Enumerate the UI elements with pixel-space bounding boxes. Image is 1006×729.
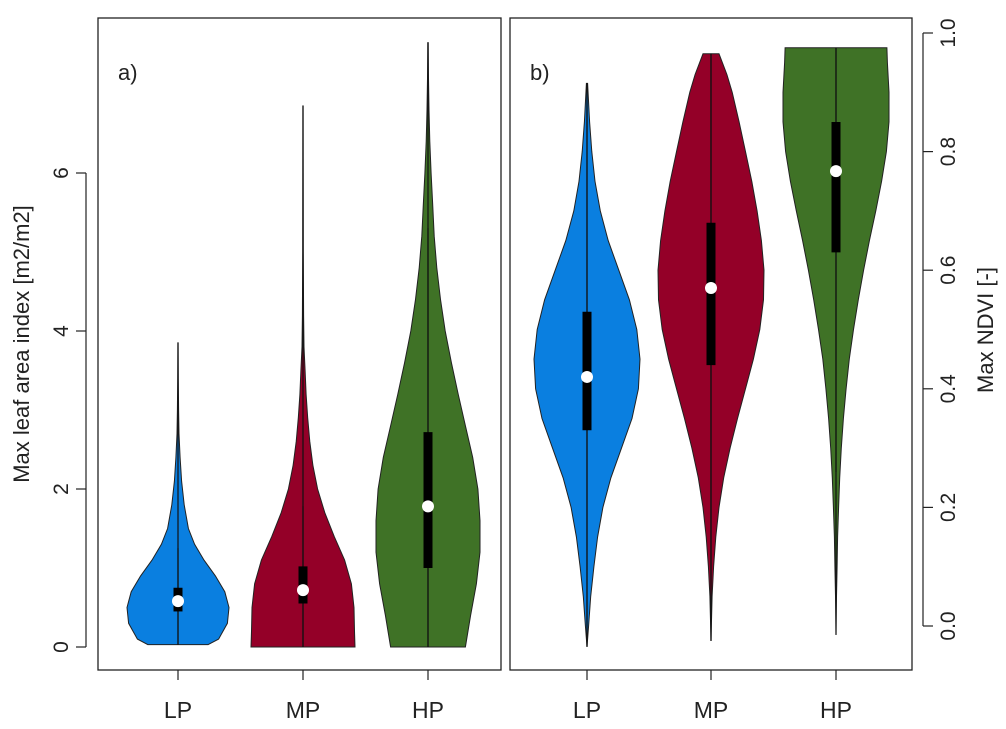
panel-b-ndvi: 0.0 0.2 0.4 0.6 0.8 1.0 LP MP HP b) Max NDVI [-… bbox=[509, 17, 998, 723]
median-dot-a-lp bbox=[172, 595, 184, 608]
median-dot-b-hp bbox=[830, 165, 842, 178]
panel-a-tag: a) bbox=[118, 60, 138, 85]
median-dot-b-mp bbox=[705, 281, 717, 294]
panel-b-y-axis-title: Max NDVI [-] bbox=[973, 267, 998, 393]
panel-b-violins bbox=[533, 47, 890, 647]
y-tick-label-a-1: 2 bbox=[50, 483, 73, 495]
y-tick-label-a-2: 4 bbox=[50, 325, 73, 337]
panel-a-y-axis-title: Max leaf area index [m2/m2] bbox=[9, 205, 34, 483]
y-tick-label-b-0: 0.0 bbox=[937, 611, 960, 640]
median-dot-a-mp bbox=[297, 584, 309, 597]
x-tick-label-a-mp: MP bbox=[286, 697, 321, 723]
panel-b-y-ticks: 0.0 0.2 0.4 0.6 0.8 1.0 bbox=[923, 18, 960, 641]
panel-a-frame bbox=[97, 17, 502, 671]
panel-a-x-labels: LP MP HP bbox=[164, 670, 444, 723]
x-tick-label-b-hp: HP bbox=[820, 697, 852, 723]
y-tick-label-a-3: 6 bbox=[50, 167, 73, 179]
y-tick-label-b-2: 0.4 bbox=[937, 374, 960, 404]
y-tick-label-b-3: 0.6 bbox=[937, 256, 960, 285]
median-dot-a-hp bbox=[422, 500, 434, 513]
y-tick-label-a-0: 0 bbox=[50, 641, 73, 653]
x-tick-label-b-lp: LP bbox=[573, 697, 601, 723]
median-dot-b-lp bbox=[581, 370, 593, 383]
panel-a-violins bbox=[126, 42, 481, 648]
y-tick-label-b-1: 0.2 bbox=[937, 493, 960, 522]
panel-b-tag: b) bbox=[530, 60, 550, 85]
x-tick-label-b-mp: MP bbox=[694, 697, 729, 723]
y-tick-label-b-5: 1.0 bbox=[937, 18, 960, 47]
panel-a-y-ticks: 0 2 4 6 bbox=[50, 167, 86, 653]
x-tick-label-a-lp: LP bbox=[164, 697, 192, 723]
panel-a-leaf-area-index: 0 2 4 6 LP MP HP a) Max leaf area index [m2/m… bbox=[9, 17, 502, 723]
x-tick-label-a-hp: HP bbox=[412, 697, 444, 723]
panel-b-x-labels: LP MP HP bbox=[573, 670, 852, 723]
y-tick-label-b-4: 0.8 bbox=[937, 137, 960, 166]
